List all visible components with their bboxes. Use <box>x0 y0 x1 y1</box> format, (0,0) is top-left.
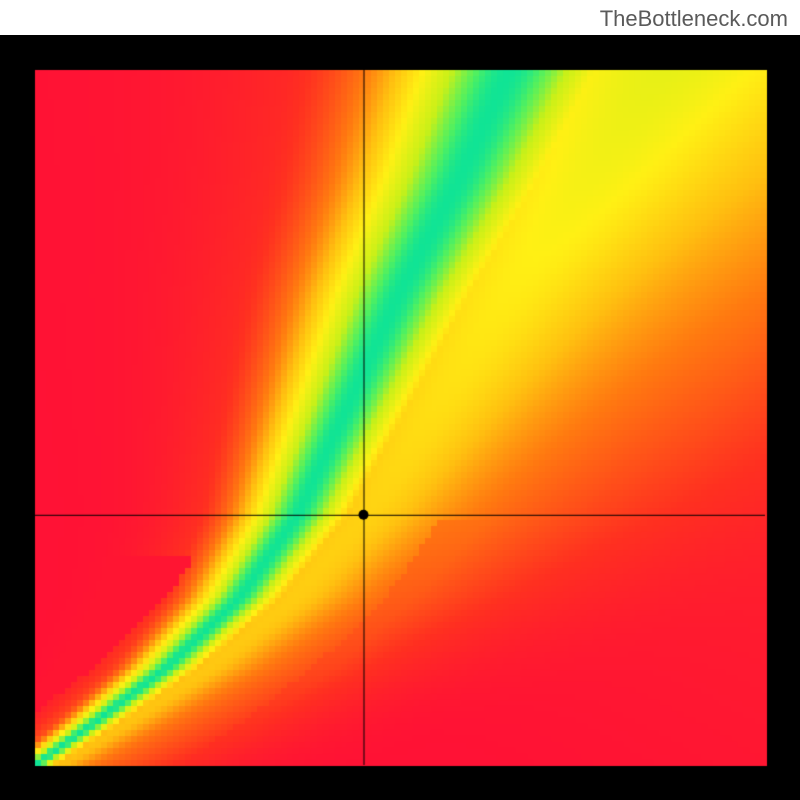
watermark-text: TheBottleneck.com <box>600 6 788 32</box>
bottleneck-heatmap <box>0 35 800 800</box>
